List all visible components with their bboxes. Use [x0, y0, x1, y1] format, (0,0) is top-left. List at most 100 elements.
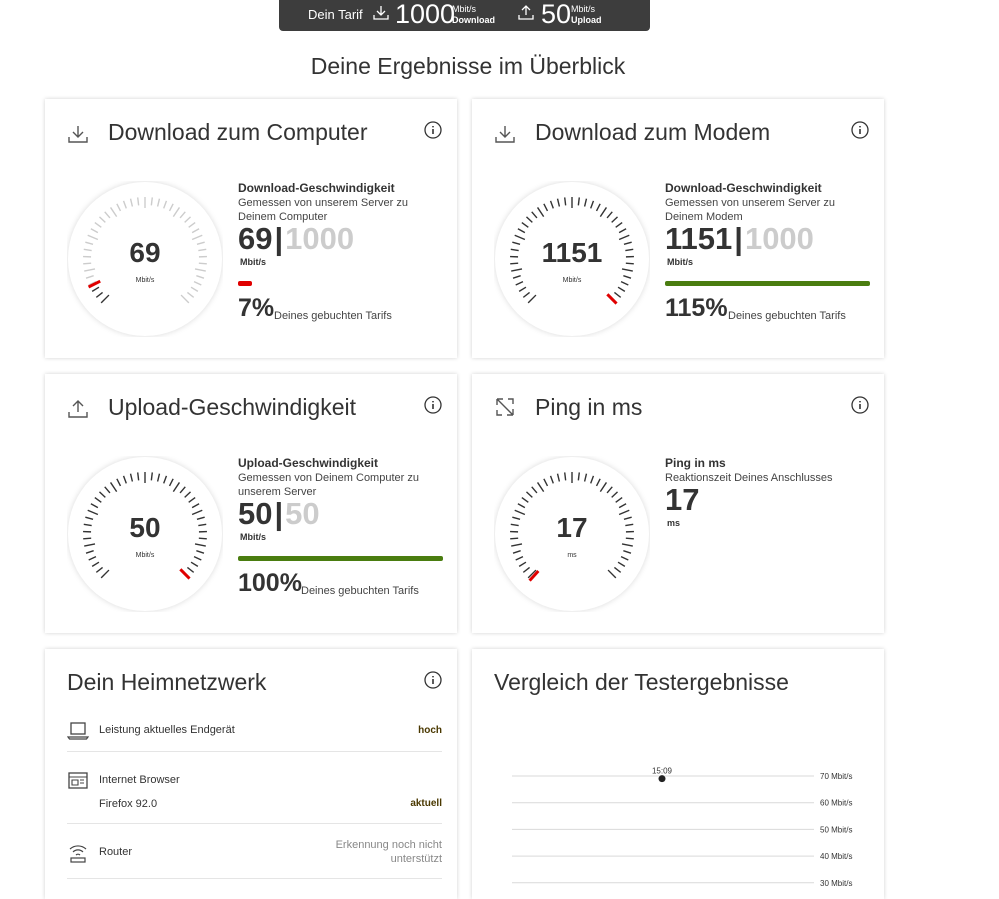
gauge-tick [565, 197, 566, 205]
gauge-tick [138, 472, 139, 480]
tariff-progress-bar [238, 556, 443, 561]
metric-unit: Mbit/s [240, 532, 266, 542]
y-tick-label: 30 Mbit/s [820, 879, 852, 888]
tariff-percent-label: Deines gebuchten Tarifs [301, 585, 419, 597]
card-title: Ping in ms [535, 394, 642, 421]
comparison-chart: 70 Mbit/s 60 Mbit/s 50 Mbit/s 40 Mbit/s 30 M… [472, 649, 884, 899]
y-tick-label: 40 Mbit/s [820, 852, 852, 861]
row-label: Internet Browser [99, 774, 180, 786]
divider [67, 878, 442, 879]
metric-description: Gemessen von unserem Server zu Deinem Co… [238, 196, 448, 224]
tariff-progress-fill [665, 281, 870, 286]
card-title: Upload-Geschwindigkeit [108, 394, 356, 421]
tariff-upload-value: 50 [541, 0, 571, 29]
y-tick-label: 60 Mbit/s [820, 799, 852, 808]
ping-unit: ms [667, 518, 680, 528]
y-tick-label: 70 Mbit/s [820, 772, 852, 781]
info-icon[interactable] [851, 121, 869, 139]
metric-values: 69|1000 [238, 221, 354, 257]
tariff-percent: 115% [665, 294, 728, 323]
tariff-percent: 7% [238, 294, 274, 323]
metric-unit: Mbit/s [667, 257, 693, 267]
metric-title: Download-Geschwindigkeit [665, 181, 822, 195]
gauge-tick [151, 472, 152, 480]
divider [67, 751, 442, 752]
card-heimnetzwerk: Dein Heimnetzwerk Leistung aktuelles End… [45, 649, 457, 899]
row-value: aktuell [410, 798, 442, 809]
download-icon [372, 4, 390, 22]
gauge-unit: Mbit/s [67, 277, 223, 284]
speed-gauge: 1151 Mbit/s [494, 181, 650, 337]
separator: | [274, 496, 283, 531]
gauge-unit: ms [494, 552, 650, 559]
card-download-computer: Download zum Computer 69 Mbit/s Download… [45, 99, 457, 358]
browser-icon [67, 770, 89, 792]
info-icon[interactable] [851, 396, 869, 414]
row-label: Leistung aktuelles Endgerät [99, 724, 235, 736]
upload-icon [67, 398, 89, 420]
metric-title: Upload-Geschwindigkeit [238, 456, 378, 470]
tariff-percent-label: Deines gebuchten Tarifs [728, 310, 846, 322]
card-title: Download zum Modem [535, 119, 770, 146]
page-title: Deine Ergebnisse im Überblick [0, 53, 936, 80]
tariff-download-unit: Mbit/s Download [452, 4, 495, 26]
booked-value: 1000 [285, 221, 354, 256]
row-value: Erkennung noch nicht unterstützt [322, 838, 442, 866]
row-label: Router [99, 846, 132, 858]
ping-value: 17 [665, 482, 699, 518]
metric-description: Gemessen von Deinem Computer zu unserem … [238, 471, 448, 499]
card-ping: Ping in ms 17 ms Ping in ms Reaktionszei… [472, 374, 884, 633]
download-icon [67, 123, 89, 145]
gauge-unit: Mbit/s [67, 552, 223, 559]
booked-value: 1000 [745, 221, 814, 256]
ping-arrows-icon [494, 396, 516, 418]
gauge-tick [578, 197, 579, 205]
download-icon [494, 123, 516, 145]
separator: | [274, 221, 283, 256]
row-sublabel: Firefox 92.0 [99, 798, 157, 810]
metric-description: Gemessen von unserem Server zu Deinem Mo… [665, 196, 875, 224]
tariff-bar: Dein Tarif 1000 Mbit/s Download 50 Mbit/… [279, 0, 650, 31]
upload-icon [517, 4, 535, 22]
data-point [659, 775, 666, 782]
tariff-progress-bar [665, 281, 870, 286]
gauge-value: 69 [67, 237, 223, 269]
data-point-label: 15:09 [652, 767, 673, 776]
router-icon [67, 842, 89, 864]
gauge-unit: Mbit/s [494, 277, 650, 284]
card-title: Download zum Computer [108, 119, 368, 146]
info-icon[interactable] [424, 396, 442, 414]
tariff-download-value: 1000 [395, 0, 455, 29]
tariff-percent: 100% [238, 569, 302, 598]
card-upload: Upload-Geschwindigkeit 50 Mbit/s Upload-… [45, 374, 457, 633]
gauge-tick [578, 472, 579, 480]
booked-value: 50 [285, 496, 319, 531]
separator: | [734, 221, 743, 256]
tariff-upload-unit: Mbit/s Upload [571, 4, 602, 26]
gauge-value: 50 [67, 512, 223, 544]
tariff-label: Dein Tarif [308, 7, 363, 22]
tariff-progress-fill [238, 281, 252, 286]
info-icon[interactable] [424, 121, 442, 139]
card-download-modem: Download zum Modem 1151 Mbit/s Download-… [472, 99, 884, 358]
measured-value: 69 [238, 221, 272, 256]
speed-gauge: 50 Mbit/s [67, 456, 223, 612]
gauge-value: 17 [494, 512, 650, 544]
metric-title: Ping in ms [665, 456, 726, 470]
info-icon[interactable] [424, 671, 442, 689]
tariff-progress-fill [238, 556, 443, 561]
measured-value: 1151 [665, 221, 732, 256]
tariff-percent-label: Deines gebuchten Tarifs [274, 310, 392, 322]
speed-gauge: 69 Mbit/s [67, 181, 223, 337]
card-title: Dein Heimnetzwerk [67, 669, 266, 696]
metric-unit: Mbit/s [240, 257, 266, 267]
metric-values: 1151|1000 [665, 221, 814, 257]
laptop-icon [67, 720, 89, 742]
metric-values: 50|50 [238, 496, 320, 532]
gauge-tick [565, 472, 566, 480]
y-tick-label: 50 Mbit/s [820, 825, 852, 834]
gauge-tick [138, 197, 139, 205]
measured-value: 50 [238, 496, 272, 531]
divider [67, 823, 442, 824]
